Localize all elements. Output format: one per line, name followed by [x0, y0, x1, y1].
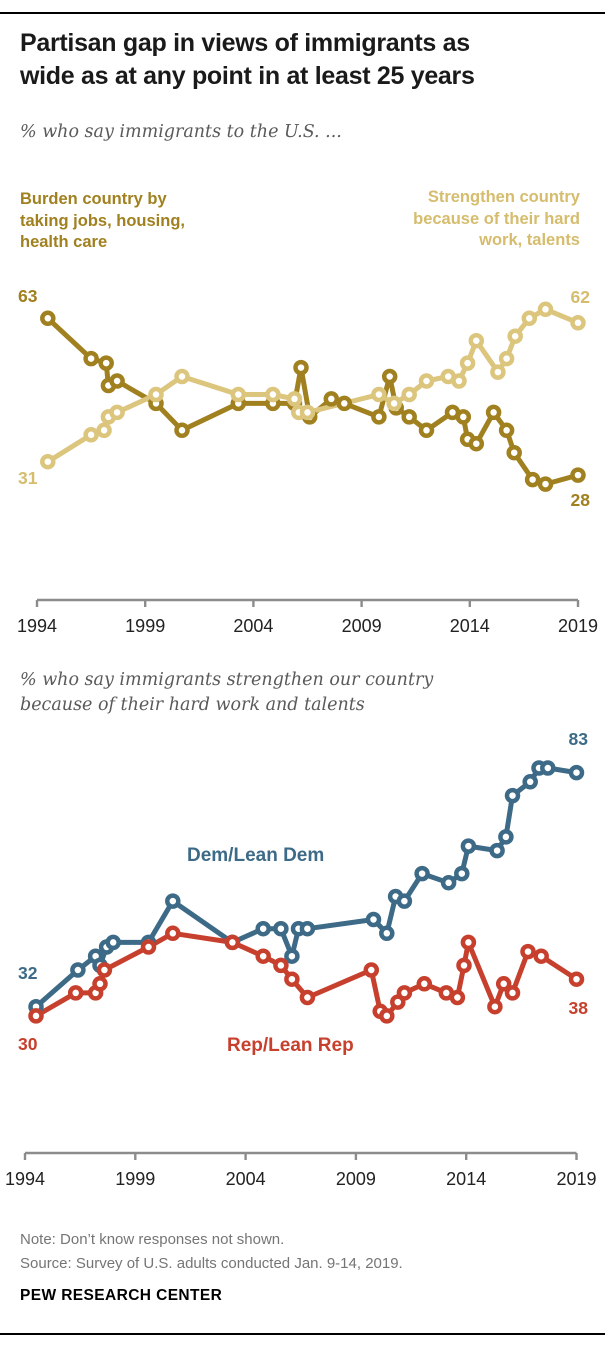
dem-end-value: 83	[568, 729, 588, 749]
svg-text:1994: 1994	[5, 1169, 45, 1189]
strengthen-start-value: 31	[18, 468, 38, 488]
chart1-subtitle: % who say immigrants to the U.S. ...	[20, 122, 342, 142]
svg-text:2014: 2014	[446, 1169, 486, 1189]
svg-text:2009: 2009	[342, 616, 382, 636]
rep-end-value: 38	[568, 998, 588, 1018]
svg-text:2004: 2004	[233, 616, 273, 636]
strengthen-series-label: Strengthen country because of their hard…	[413, 188, 580, 249]
svg-text:2019: 2019	[556, 1169, 596, 1189]
brand-name: PEW RESEARCH CENTER	[20, 1287, 223, 1304]
burden-end-value: 28	[570, 490, 590, 510]
svg-text:2014: 2014	[450, 616, 490, 636]
svg-text:1999: 1999	[115, 1169, 155, 1189]
svg-text:1994: 1994	[17, 616, 57, 636]
page-title: Partisan gap in views of immigrants as w…	[20, 27, 595, 93]
title-line-1: Partisan gap in views of immigrants as	[20, 29, 470, 57]
dem-start-value: 32	[18, 963, 38, 983]
svg-text:2009: 2009	[336, 1169, 376, 1189]
general-public-line-chart: 1994 1999 2004 2009 2014 2019	[17, 301, 598, 636]
burden-start-value: 63	[18, 286, 38, 306]
rep-start-value: 30	[18, 1034, 38, 1054]
chart2-subtitle: % who say immigrants strengthen our coun…	[20, 670, 434, 715]
bottom-rule	[0, 1333, 605, 1335]
burden-series-label: Burden country by taking jobs, housing, …	[20, 190, 185, 251]
strengthen-end-value: 62	[570, 287, 590, 307]
party-line-chart: 1994 1999 2004 2009 2014 2019	[5, 760, 597, 1189]
rep-series-label: Rep/Lean Rep	[227, 1035, 354, 1056]
title-line-2: wide as at any point in at least 25 year…	[20, 62, 475, 90]
dem-series-label: Dem/Lean Dem	[187, 845, 325, 866]
svg-text:2019: 2019	[558, 616, 598, 636]
top-rule	[0, 12, 605, 14]
svg-text:2004: 2004	[226, 1169, 266, 1189]
svg-text:1999: 1999	[125, 616, 165, 636]
footnote: Note: Don’t know responses not shown. So…	[20, 1231, 403, 1272]
